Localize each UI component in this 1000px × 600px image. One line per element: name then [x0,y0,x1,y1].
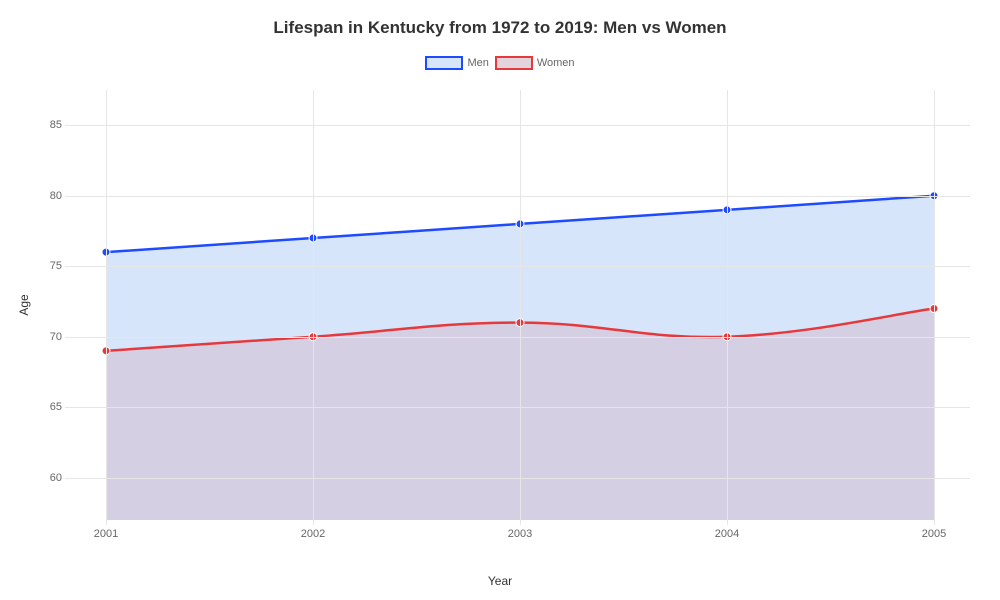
grid-line-v [934,90,935,520]
grid-line-v [313,90,314,520]
y-tick-mark [65,125,70,126]
y-tick-label: 70 [50,331,62,343]
legend-swatch-women [495,56,533,70]
y-tick-label: 65 [50,401,62,413]
legend-item-women: Women [495,56,575,70]
grid-line-v [106,90,107,520]
y-tick-mark [65,407,70,408]
y-tick-mark [65,196,70,197]
x-tick-mark [106,520,107,525]
x-tick-mark [313,520,314,525]
legend-item-men: Men [425,56,488,70]
y-tick-label: 60 [50,472,62,484]
x-tick-mark [934,520,935,525]
grid-line-v [727,90,728,520]
y-axis-label: Age [17,294,31,315]
x-tick-label: 2005 [922,528,946,540]
y-tick-mark [65,266,70,267]
x-axis-label: Year [488,574,512,588]
grid-line-v [520,90,521,520]
chart-container: Lifespan in Kentucky from 1972 to 2019: … [0,0,1000,600]
y-tick-mark [65,337,70,338]
x-tick-mark [520,520,521,525]
plot-area: 60657075808520012002200320042005 [70,90,970,520]
x-tick-label: 2001 [94,528,118,540]
legend: Men Women [0,56,1000,70]
y-tick-mark [65,478,70,479]
chart-title: Lifespan in Kentucky from 1972 to 2019: … [0,18,1000,38]
legend-label-women: Women [537,57,575,69]
legend-label-men: Men [467,57,488,69]
y-tick-label: 85 [50,119,62,131]
x-tick-label: 2002 [301,528,325,540]
x-tick-label: 2003 [508,528,532,540]
x-tick-label: 2004 [715,528,739,540]
legend-swatch-men [425,56,463,70]
y-tick-label: 75 [50,260,62,272]
y-tick-label: 80 [50,190,62,202]
x-tick-mark [727,520,728,525]
